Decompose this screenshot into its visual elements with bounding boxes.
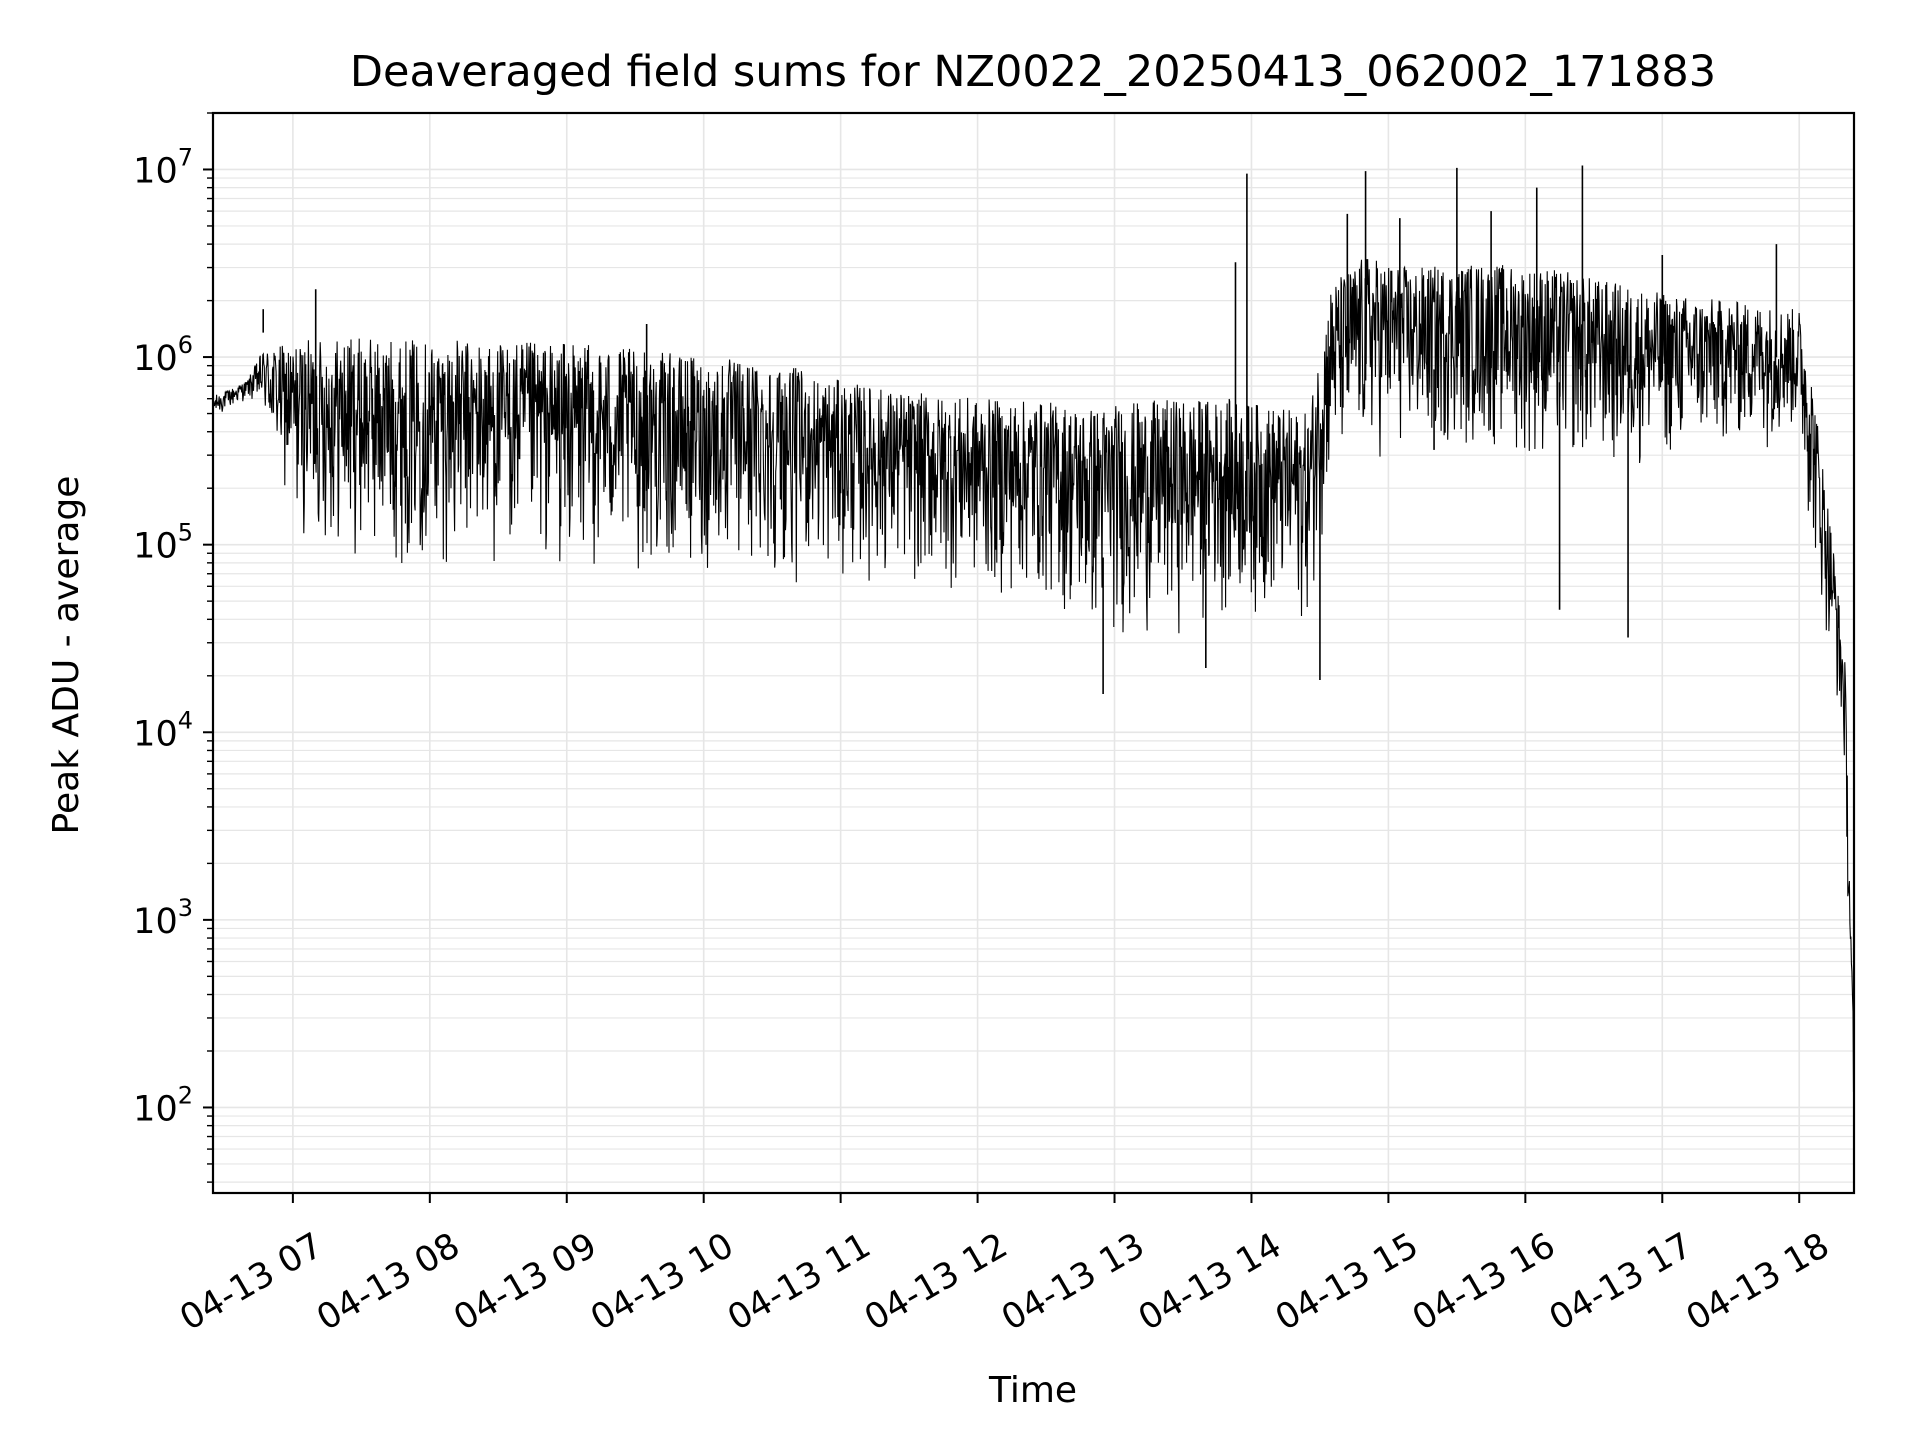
data-series <box>212 165 1855 1093</box>
y-tick-label: 102 <box>133 1081 193 1129</box>
y-axis-label: Peak ADU - average <box>46 476 87 835</box>
series-line <box>212 259 1855 1093</box>
x-axis-label: Time <box>988 1370 1077 1411</box>
y-tick-label: 104 <box>133 706 193 754</box>
chart-title: Deaveraged field sums for NZ0022_2025041… <box>350 47 1716 97</box>
y-tick-label: 106 <box>133 331 193 379</box>
y-tick-labels: 102 103 104 105 106 107 <box>133 143 193 1129</box>
plot-frame <box>211 111 1856 1195</box>
y-tick-label: 105 <box>133 519 193 567</box>
y-tick-label: 107 <box>133 143 193 191</box>
axis-ticks <box>203 112 1801 1203</box>
y-tick-label: 103 <box>133 894 193 942</box>
